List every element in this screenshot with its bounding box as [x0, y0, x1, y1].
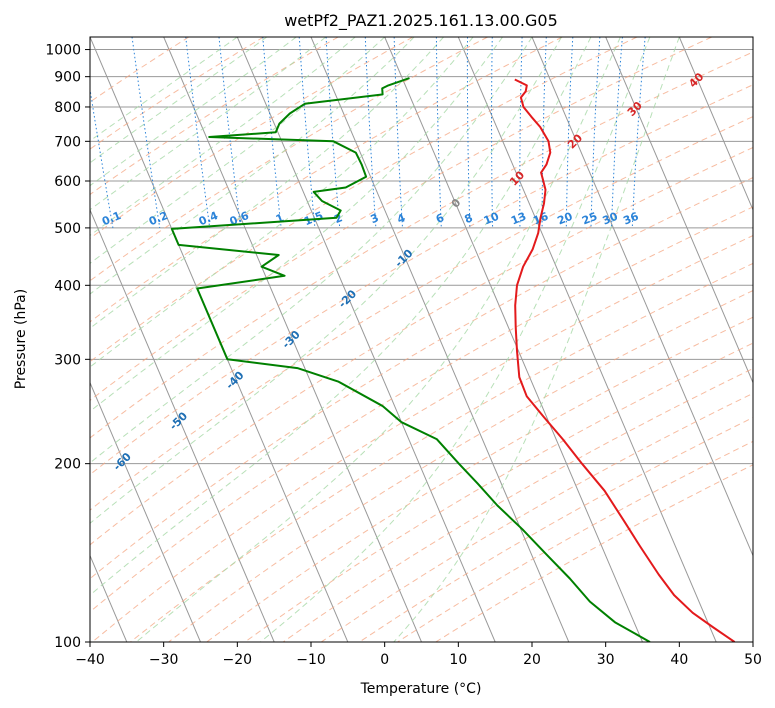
- isotherm-line: [605, 37, 753, 384]
- moist-adiabat-line: [90, 37, 268, 164]
- dry-adiabat-line: [90, 84, 753, 476]
- x-tick-label: 0: [380, 652, 389, 668]
- dry-adiabat-line: [130, 262, 753, 642]
- dry-adiabat-line: [90, 146, 753, 546]
- y-axis-title: Pressure (hPa): [13, 289, 29, 389]
- mixing-ratio-label: 25: [580, 210, 599, 228]
- mixing-ratio-line: [631, 37, 646, 228]
- moist-adiabat-line: [90, 37, 562, 524]
- y-tick-label: 800: [54, 100, 81, 116]
- mixing-ratio-label: 1: [274, 211, 286, 226]
- y-tick-label: 700: [54, 134, 81, 150]
- moist-adiabat-line: [135, 37, 621, 642]
- moist-adiabat-line: [90, 37, 533, 464]
- moist-adiabat-line: [90, 37, 327, 211]
- dry-adiabat-line: [90, 37, 339, 196]
- mixing-ratio-label: 3: [369, 211, 381, 226]
- mixing-ratio-line: [262, 37, 282, 228]
- y-tick-label: 900: [54, 70, 81, 86]
- chart-title: wetPf2_PAZ1.2025.161.13.00.G05: [284, 11, 558, 31]
- y-tick-label: 500: [54, 221, 81, 237]
- isotherm-line: [457, 37, 717, 642]
- mixing-ratio-line: [131, 37, 161, 228]
- dry-adiabat-line: [244, 342, 753, 642]
- dry-adiabat-line: [168, 290, 753, 642]
- mixing-ratio-line: [185, 37, 211, 228]
- mixing-ratio-label: 20: [555, 210, 574, 228]
- x-tick-label: 20: [523, 652, 541, 668]
- mixing-ratio-label: 2: [332, 211, 344, 226]
- isotherm-line: [163, 37, 422, 642]
- x-tick-label: 50: [744, 652, 762, 668]
- x-axis-title: Temperature (°C): [360, 681, 482, 697]
- mixing-ratio-label: 36: [621, 210, 640, 228]
- dry-adiabat-line: [90, 177, 753, 580]
- dry-adiabat-line: [90, 37, 712, 401]
- moist-adiabat-line: [90, 37, 474, 368]
- dry-adiabat-line: [90, 116, 753, 511]
- dry-adiabat-line: [90, 37, 264, 150]
- background-lines: [90, 37, 753, 642]
- isotherm-line: [90, 381, 201, 642]
- moist-adiabat-line: [90, 37, 238, 142]
- moist-adiabat-line: [90, 37, 297, 187]
- dry-adiabat-line: [91, 234, 753, 642]
- y-tick-label: 400: [54, 278, 81, 294]
- plot-frame: [89, 36, 754, 643]
- x-tick-label: 40: [670, 652, 688, 668]
- sounding-traces: [170, 77, 736, 642]
- moist-adiabat-line: [90, 37, 386, 264]
- temperature-trace: [514, 78, 736, 642]
- x-tick-label: −20: [223, 652, 253, 668]
- x-tick-label: −10: [296, 652, 326, 668]
- isotherm-line: [384, 37, 643, 642]
- mixing-ratio-line: [90, 86, 114, 228]
- moist-adiabat-line: [393, 37, 680, 642]
- mixing-ratio-label: 8: [463, 211, 475, 226]
- y-tick-label: 1000: [45, 43, 81, 59]
- moist-adiabat-line: [260, 37, 651, 642]
- dry-adiabat-line: [90, 51, 753, 439]
- moist-adiabat-line: [90, 37, 503, 412]
- dewpoint-trace: [170, 77, 651, 642]
- y-tick-label: 300: [54, 352, 81, 368]
- dry-adiabat-line: [90, 37, 638, 363]
- x-tick-label: 30: [597, 652, 615, 668]
- x-tick-label: −40: [75, 652, 105, 668]
- mixing-ratio-line: [218, 37, 241, 228]
- isotherm-line: [90, 208, 275, 642]
- x-tick-label: −30: [149, 652, 179, 668]
- mixing-ratio-line: [298, 37, 316, 228]
- x-axis-ticks: −40 −30 −20 −10 0 10 20 30 40 50: [75, 642, 762, 668]
- mixing-ratio-label: 10: [482, 210, 501, 228]
- isotherm-line: [678, 37, 753, 212]
- y-tick-label: 200: [54, 457, 81, 473]
- y-tick-label: 100: [54, 635, 81, 651]
- moist-adiabat-line: [90, 37, 415, 295]
- isotherm-line: [236, 37, 496, 642]
- moist-adiabat-line: [90, 37, 444, 329]
- x-tick-label: 10: [449, 652, 467, 668]
- dry-adiabat-line: [282, 367, 753, 642]
- y-axis-ticks: 100 200 300 400 500 600 700 800 900 1000: [45, 43, 90, 651]
- y-tick-label: 600: [54, 174, 81, 190]
- dry-adiabat-line: [90, 37, 563, 323]
- mixing-ratio-label: 30: [601, 210, 620, 228]
- mixing-ratio-label: 13: [509, 210, 528, 228]
